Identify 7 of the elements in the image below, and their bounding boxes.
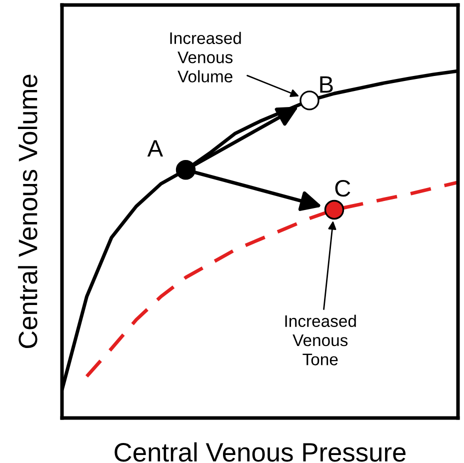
annotation: A xyxy=(147,140,164,157)
y-axis-title: Central Venous Volume xyxy=(18,74,38,348)
annotation: C xyxy=(335,180,350,197)
x-axis-title: Central Venous Pressure xyxy=(114,442,406,462)
annotation: Increased Venous Tone xyxy=(285,314,356,366)
annotation: B xyxy=(320,76,333,93)
annotation: Increased Venous Volume xyxy=(170,32,241,82)
